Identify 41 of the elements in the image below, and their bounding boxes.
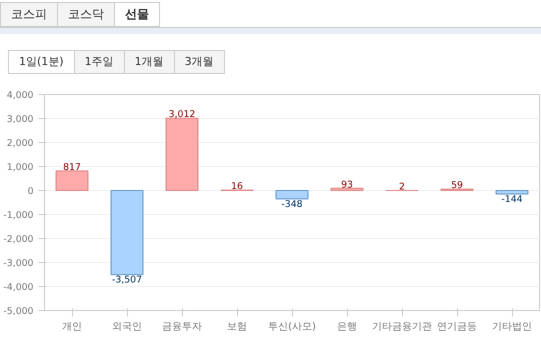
- data-label: 59: [451, 180, 463, 192]
- bar: [276, 190, 308, 200]
- text: 1개월: [124, 50, 175, 74]
- bar: [496, 190, 528, 194]
- text: 1주일: [74, 50, 125, 74]
- data-label: -3,507: [112, 274, 142, 286]
- data-label: 3,012: [168, 109, 196, 120]
- y-tick-label: 3,000: [6, 114, 34, 125]
- y-tick-label: -5,000: [3, 306, 34, 317]
- y-tick-label: -1,000: [3, 210, 34, 221]
- x-tick-label: 보험: [227, 322, 247, 332]
- y-tick-label: 1,000: [6, 162, 34, 173]
- data-label: 2: [399, 181, 405, 192]
- data-label: -144: [501, 194, 523, 205]
- data-label: -348: [281, 198, 303, 210]
- bar: [56, 170, 88, 191]
- text: 코스피: [0, 2, 58, 28]
- bar: [110, 190, 144, 276]
- data-label: 93: [341, 179, 353, 190]
- x-tick-label: 은행: [337, 322, 357, 332]
- x-tick-label: 금융투자: [162, 322, 202, 332]
- text: 선물: [114, 2, 160, 28]
- y-tick-label: -3,000: [3, 258, 34, 269]
- y-tick-label: 0: [28, 186, 34, 197]
- y-tick-label: -4,000: [3, 282, 34, 293]
- data-label: 817: [63, 162, 81, 173]
- text: 코스닥: [57, 2, 115, 28]
- data-label: 16: [231, 181, 243, 192]
- text: 1일(1분): [8, 50, 75, 74]
- x-tick-label: 기타법인: [492, 322, 532, 332]
- y-tick-label: 4,000: [6, 90, 34, 101]
- text: 3개월: [174, 50, 225, 74]
- y-tick-label: 2,000: [6, 138, 34, 149]
- x-tick-label: 개인: [62, 322, 82, 332]
- x-tick-label: 외국인: [112, 322, 142, 332]
- bar: [330, 188, 364, 191]
- x-tick-label: 연기금등: [437, 322, 477, 332]
- y-tick-label: -2,000: [3, 234, 34, 245]
- x-tick-label: 기타금융기관: [372, 322, 432, 332]
- bar: [166, 118, 198, 191]
- x-tick-label: 투신(사모): [268, 322, 316, 332]
